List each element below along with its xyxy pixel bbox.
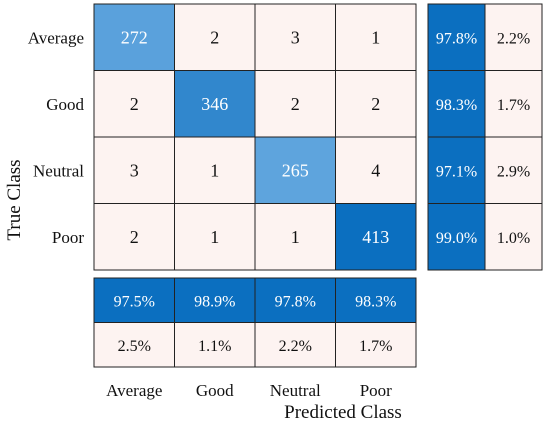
- cell-value-label: 2: [371, 94, 380, 114]
- column-incorrect-label: 1.7%: [359, 338, 392, 355]
- column-correct-label: 98.3%: [355, 293, 396, 310]
- row-correct-cell: [427, 70, 486, 138]
- row-tick-label: Good: [46, 95, 84, 114]
- row-tick-label: Poor: [52, 228, 84, 247]
- matrix-cell: [254, 3, 336, 71]
- row-correct-label: 97.1%: [436, 163, 477, 180]
- cell-value-label: 2: [291, 94, 300, 114]
- column-correct-label: 97.5%: [114, 293, 155, 310]
- cell-value-label: 3: [130, 160, 139, 180]
- column-incorrect-label: 1.1%: [198, 338, 231, 355]
- matrix-cell: [174, 203, 256, 271]
- cell-value-label: 272: [121, 27, 148, 47]
- cell-value-label: 1: [210, 160, 219, 180]
- matrix-cell: [335, 70, 417, 138]
- cell-value-label: 2: [210, 27, 219, 47]
- row-correct-cell: [427, 136, 486, 204]
- cell-value-label: 413: [362, 227, 389, 247]
- row-correct-label: 97.8%: [436, 30, 477, 47]
- cell-value-label: 1: [291, 227, 300, 247]
- row-incorrect-cell: [484, 70, 543, 138]
- matrix-cell: [93, 70, 175, 138]
- column-tick-labels: Average Good Neutral Poor: [106, 381, 392, 400]
- row-correct-label: 98.3%: [436, 97, 477, 114]
- matrix-cell: [174, 136, 256, 204]
- matrix-cell: [93, 203, 175, 271]
- y-axis-label: True Class: [4, 159, 25, 240]
- column-incorrect-cell: [335, 322, 417, 368]
- column-correct-cell: [174, 277, 256, 323]
- matrix-cell: [335, 3, 417, 71]
- row-incorrect-label: 2.9%: [497, 163, 530, 180]
- row-incorrect-label: 2.2%: [497, 30, 530, 47]
- column-correct-cell: [335, 277, 417, 323]
- column-tick-label: Good: [196, 381, 234, 400]
- column-incorrect-label: 2.2%: [279, 338, 312, 355]
- row-correct-label: 99.0%: [436, 230, 477, 247]
- column-tick-label: Poor: [360, 381, 392, 400]
- row-correct-cell: [427, 3, 486, 71]
- row-incorrect-cell: [484, 203, 543, 271]
- matrix-cell: [335, 203, 417, 271]
- cell-value-label: 346: [201, 94, 228, 114]
- column-correct-label: 98.9%: [194, 293, 235, 310]
- column-incorrect-label: 2.5%: [118, 338, 151, 355]
- row-incorrect-label: 1.7%: [497, 97, 530, 114]
- column-tick-label: Average: [106, 381, 162, 400]
- column-correct-cell: [93, 277, 175, 323]
- matrix-cells: 272 2 3 1 2 346 2 2 3 1 265 4 2 1 1 413: [93, 3, 417, 271]
- row-correct-cell: [427, 203, 486, 271]
- row-tick-label: Neutral: [33, 161, 84, 180]
- matrix-cell: [335, 136, 417, 204]
- column-correct-cell: [254, 277, 336, 323]
- column-incorrect-cell: [174, 322, 256, 368]
- row-incorrect-cell: [484, 136, 543, 204]
- row-incorrect-cell: [484, 3, 543, 71]
- matrix-cell: [174, 70, 256, 138]
- row-incorrect-label: 1.0%: [497, 230, 530, 247]
- cell-value-label: 1: [371, 27, 380, 47]
- matrix-cell: [174, 3, 256, 71]
- cell-value-label: 1: [210, 227, 219, 247]
- matrix-cell: [93, 3, 175, 71]
- row-summary-cells: 97.8% 2.2% 98.3% 1.7% 97.1% 2.9% 99.0% 1.0%: [427, 3, 543, 271]
- row-tick-label: Average: [28, 28, 84, 47]
- column-tick-label: Neutral: [270, 381, 321, 400]
- cell-value-label: 4: [371, 160, 380, 180]
- x-axis-label: Predicted Class: [284, 402, 402, 423]
- row-tick-labels: Average Good Neutral Poor: [28, 28, 85, 247]
- column-correct-label: 97.8%: [275, 293, 316, 310]
- column-summary-cells: 97.5% 2.5% 98.9% 1.1% 97.8% 2.2% 98.3% 1.7%: [93, 277, 417, 368]
- cell-value-label: 2: [130, 94, 139, 114]
- cell-value-label: 265: [282, 160, 309, 180]
- cell-value-label: 3: [291, 27, 300, 47]
- cell-value-label: 2: [130, 227, 139, 247]
